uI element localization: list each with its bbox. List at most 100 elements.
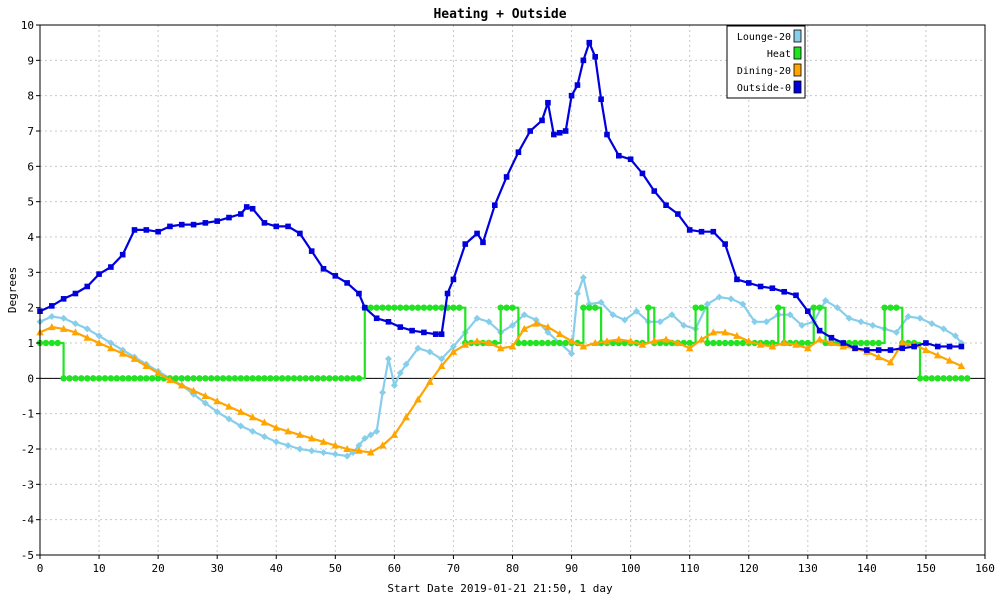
heat-point — [308, 375, 315, 382]
x-tick-label: 120 — [739, 562, 759, 575]
heat-point — [869, 339, 876, 347]
outside-0-point — [781, 288, 787, 295]
outside-0-point — [60, 296, 67, 302]
outside-0-point — [249, 205, 256, 212]
dining-20-point — [780, 339, 788, 346]
outside-0-point — [805, 308, 811, 314]
outside-0-point — [663, 202, 669, 208]
lounge-20-point — [762, 318, 770, 326]
lounge-20-point — [928, 320, 936, 328]
heat-point — [816, 304, 823, 311]
dining-20-point — [626, 337, 635, 345]
heat-point — [503, 304, 510, 311]
outside-0-point — [887, 347, 894, 353]
series-layer — [36, 39, 971, 460]
x-tick-label: 130 — [798, 562, 818, 575]
outside-0-point — [580, 57, 587, 64]
heat-point — [113, 375, 120, 382]
dining-20-point — [166, 376, 174, 384]
lounge-20-point — [361, 434, 369, 442]
dining-20-point — [130, 354, 139, 362]
outside-0-point — [828, 334, 835, 341]
lounge-20-point — [201, 399, 209, 407]
outside-0-point — [131, 227, 138, 233]
y-tick-label: 0 — [27, 372, 34, 385]
lounge-20-point — [739, 300, 747, 308]
heat-point — [213, 375, 221, 382]
lounge-20-point — [485, 318, 493, 326]
dining-20-point — [48, 323, 56, 331]
dining-20-point — [319, 437, 328, 445]
heat-point — [349, 375, 357, 382]
heat-point — [391, 304, 398, 311]
dining-20-point — [189, 386, 198, 394]
dining-20-point — [744, 337, 753, 345]
lounge-20-point — [296, 445, 304, 453]
y-tick-label: 8 — [27, 90, 34, 103]
dining-20-point — [390, 430, 399, 438]
outside-0-point — [686, 227, 693, 233]
lounge-20-point — [633, 307, 641, 315]
heat-point — [538, 339, 546, 347]
heat-point — [946, 375, 953, 382]
lounge-20-point — [786, 311, 794, 319]
dining-20-point — [343, 445, 351, 452]
dining-20-point — [414, 395, 422, 403]
lounge-20-point — [845, 314, 853, 322]
outside-0-point — [769, 285, 776, 292]
heat-point — [591, 304, 599, 311]
heat-point — [952, 375, 959, 382]
y-tick-label: 2 — [27, 302, 34, 315]
dining-20-point — [378, 441, 387, 449]
dining-20-point — [201, 392, 210, 399]
outside-0-point — [864, 347, 870, 353]
series-lounge-20 — [36, 274, 965, 460]
outside-0-point — [202, 220, 209, 226]
lounge-20-point — [379, 388, 387, 396]
dining-20-point — [721, 328, 729, 336]
lounge-20-point — [916, 314, 924, 322]
heat-point — [686, 339, 693, 347]
dining-20-point — [225, 402, 233, 410]
outside-0-point — [320, 266, 327, 272]
outside-0-point — [710, 228, 717, 235]
y-tick-label: 3 — [27, 266, 34, 279]
heat-point — [296, 375, 304, 382]
lounge-20-point — [822, 297, 830, 305]
heat-point — [290, 375, 298, 382]
y-tick-label: 7 — [27, 125, 34, 138]
outside-0-point — [308, 248, 315, 254]
outside-0-point — [491, 202, 498, 208]
lounge-20-point — [869, 321, 877, 329]
y-tick-label: 1 — [27, 337, 34, 350]
y-tick-label: 5 — [27, 196, 34, 209]
outside-0-point — [604, 131, 610, 138]
outside-0-point — [568, 92, 575, 99]
heat-point — [278, 375, 286, 382]
lounge-20-point — [904, 313, 912, 320]
dining-20-point — [709, 328, 718, 336]
dining-20-point — [296, 430, 304, 438]
dining-20-point — [331, 441, 340, 449]
dining-20-point — [95, 339, 103, 346]
legend-label-dining-20: Dining-20 — [737, 66, 791, 77]
heat-point — [172, 375, 180, 382]
heat-point — [922, 375, 930, 382]
outside-0-point — [852, 345, 858, 352]
outside-0-point — [675, 211, 681, 217]
heat-point — [284, 375, 292, 382]
outside-0-point — [285, 223, 291, 230]
lounge-20-point — [260, 433, 268, 441]
x-tick-label: 110 — [680, 562, 700, 575]
outside-0-point — [238, 211, 244, 217]
heat-point — [367, 304, 374, 311]
dining-20-point — [520, 324, 529, 332]
heat-point — [143, 375, 150, 382]
outside-0-point — [108, 264, 114, 270]
dining-20-point — [485, 339, 493, 346]
dining-20-point — [118, 349, 127, 357]
dining-20-point — [874, 353, 883, 361]
lounge-20-point — [940, 325, 948, 333]
x-tick-label: 70 — [447, 562, 460, 575]
